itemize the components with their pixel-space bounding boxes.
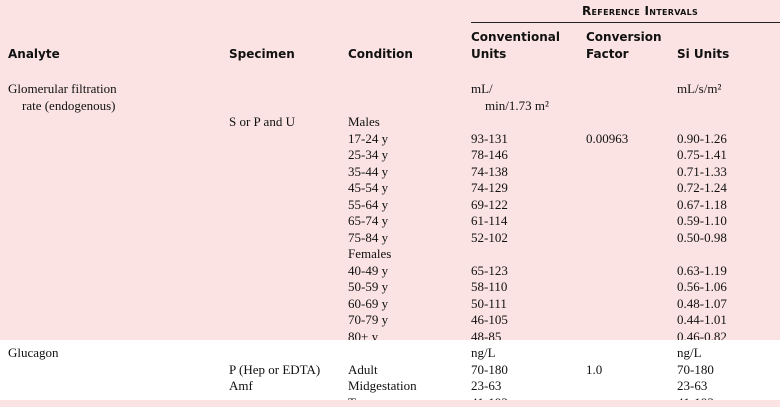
- col-factor-1: Conversion: [586, 29, 662, 46]
- table-row: 70-79 y 46-105 0.44-1.01: [0, 312, 780, 329]
- cell-conventional: 93-131: [471, 131, 508, 148]
- cell-condition: Females: [348, 246, 391, 263]
- table-row: 17-24 y 93-131 0.00963 0.90-1.26: [0, 131, 780, 148]
- table-row: 65-74 y 61-114 0.59-1.10: [0, 213, 780, 230]
- col-specimen: Specimen: [229, 46, 295, 63]
- cell-condition: Males: [348, 114, 380, 131]
- cell-condition: 25-34 y: [348, 147, 388, 164]
- cell-condition: 35-44 y: [348, 164, 388, 181]
- cell-condition: 75-84 y: [348, 230, 388, 247]
- table-row: 60-69 y 50-111 0.48-1.07: [0, 296, 780, 313]
- cell-analyte: Glucagon: [8, 345, 59, 362]
- table-row: 55-64 y 69-122 0.67-1.18: [0, 197, 780, 214]
- cell-condition: Adult: [348, 362, 378, 379]
- col-si: Si Units: [677, 46, 729, 63]
- cell-si: 0.67-1.18: [677, 197, 727, 214]
- table-row: Amf Midgestation 23-63 23-63: [0, 378, 780, 395]
- cell-si: 23-63: [677, 378, 707, 395]
- table-header: Reference Intervals Analyte Specimen Con…: [0, 0, 780, 74]
- table-row: Glucagon ng/L ng/L: [0, 345, 780, 362]
- col-condition: Condition: [348, 46, 413, 63]
- cell-si: 0.48-1.07: [677, 296, 727, 313]
- cell-specimen: P (Hep or EDTA): [229, 362, 320, 379]
- cell-factor: 1.0: [586, 362, 602, 379]
- cell-conventional: 74-129: [471, 180, 508, 197]
- cell-si: 0.44-1.01: [677, 312, 727, 329]
- cell-si: 0.71-1.33: [677, 164, 727, 181]
- cell-conventional: 65-123: [471, 263, 508, 280]
- col-conventional-1: Conventional: [471, 29, 560, 46]
- cell-condition: 65-74 y: [348, 213, 388, 230]
- cell-factor: 0.00963: [586, 131, 628, 148]
- next-section-band: [0, 400, 780, 407]
- table-row: 50-59 y 58-110 0.56-1.06: [0, 279, 780, 296]
- divider: [471, 22, 780, 23]
- cell-si: 0.56-1.06: [677, 279, 727, 296]
- cell-conventional: 50-111: [471, 296, 507, 313]
- cell-conventional: min/1.73 m²: [485, 98, 549, 115]
- cell-conventional: 78-146: [471, 147, 508, 164]
- reference-intervals-heading: Reference Intervals: [582, 3, 698, 20]
- cell-conventional: 74-138: [471, 164, 508, 181]
- cell-si: ng/L: [677, 345, 702, 362]
- cell-condition: 70-79 y: [348, 312, 388, 329]
- table-row: S or P and U Males: [0, 114, 780, 131]
- table-row: 45-54 y 74-129 0.72-1.24: [0, 180, 780, 197]
- table-row: rate (endogenous) min/1.73 m²: [0, 98, 780, 115]
- cell-condition: 50-59 y: [348, 279, 388, 296]
- table-row: Glomerular filtration mL/mL/s/m²: [0, 81, 780, 98]
- cell-conventional: 52-102: [471, 230, 508, 247]
- cell-condition: 17-24 y: [348, 131, 388, 148]
- cell-analyte: rate (endogenous): [22, 98, 116, 115]
- col-analyte: Analyte: [8, 46, 60, 63]
- cell-specimen: S or P and U: [229, 114, 295, 131]
- cell-si: 0.72-1.24: [677, 180, 727, 197]
- section-glucagon: Glucagon ng/L ng/L P (Hep or EDTA) Adult 70-1…: [0, 340, 780, 400]
- cell-conventional: ng/L: [471, 345, 496, 362]
- table-row: Females: [0, 246, 780, 263]
- cell-conventional: 69-122: [471, 197, 508, 214]
- cell-analyte: Glomerular filtration: [8, 81, 117, 98]
- col-conventional-2: Units: [471, 46, 506, 63]
- table-row: 35-44 y 74-138 0.71-1.33: [0, 164, 780, 181]
- cell-conventional: 23-63: [471, 378, 501, 395]
- table-row: P (Hep or EDTA) Adult 70-180 1.0 70-180: [0, 362, 780, 379]
- cell-specimen: Amf: [229, 378, 253, 395]
- cell-si: 0.75-1.41: [677, 147, 727, 164]
- cell-si: 0.63-1.19: [677, 263, 727, 280]
- cell-condition: Midgestation: [348, 378, 417, 395]
- cell-si: 0.59-1.10: [677, 213, 727, 230]
- cell-conventional: 58-110: [471, 279, 507, 296]
- table-row: 75-84 y 52-102 0.50-0.98: [0, 230, 780, 247]
- cell-condition: 40-49 y: [348, 263, 388, 280]
- cell-conventional: 46-105: [471, 312, 508, 329]
- cell-condition: 45-54 y: [348, 180, 388, 197]
- col-factor-2: Factor: [586, 46, 629, 63]
- cell-condition: 60-69 y: [348, 296, 388, 313]
- table-row: 40-49 y 65-123 0.63-1.19: [0, 263, 780, 280]
- cell-conventional: 61-114: [471, 213, 507, 230]
- cell-si: 0.90-1.26: [677, 131, 727, 148]
- cell-si: 70-180: [677, 362, 714, 379]
- cell-conventional: 70-180: [471, 362, 508, 379]
- table-row: 25-34 y 78-146 0.75-1.41: [0, 147, 780, 164]
- cell-si: 0.50-0.98: [677, 230, 727, 247]
- cell-si: mL/s/m²: [677, 81, 721, 98]
- cell-conventional: mL/: [471, 81, 493, 98]
- cell-condition: 55-64 y: [348, 197, 388, 214]
